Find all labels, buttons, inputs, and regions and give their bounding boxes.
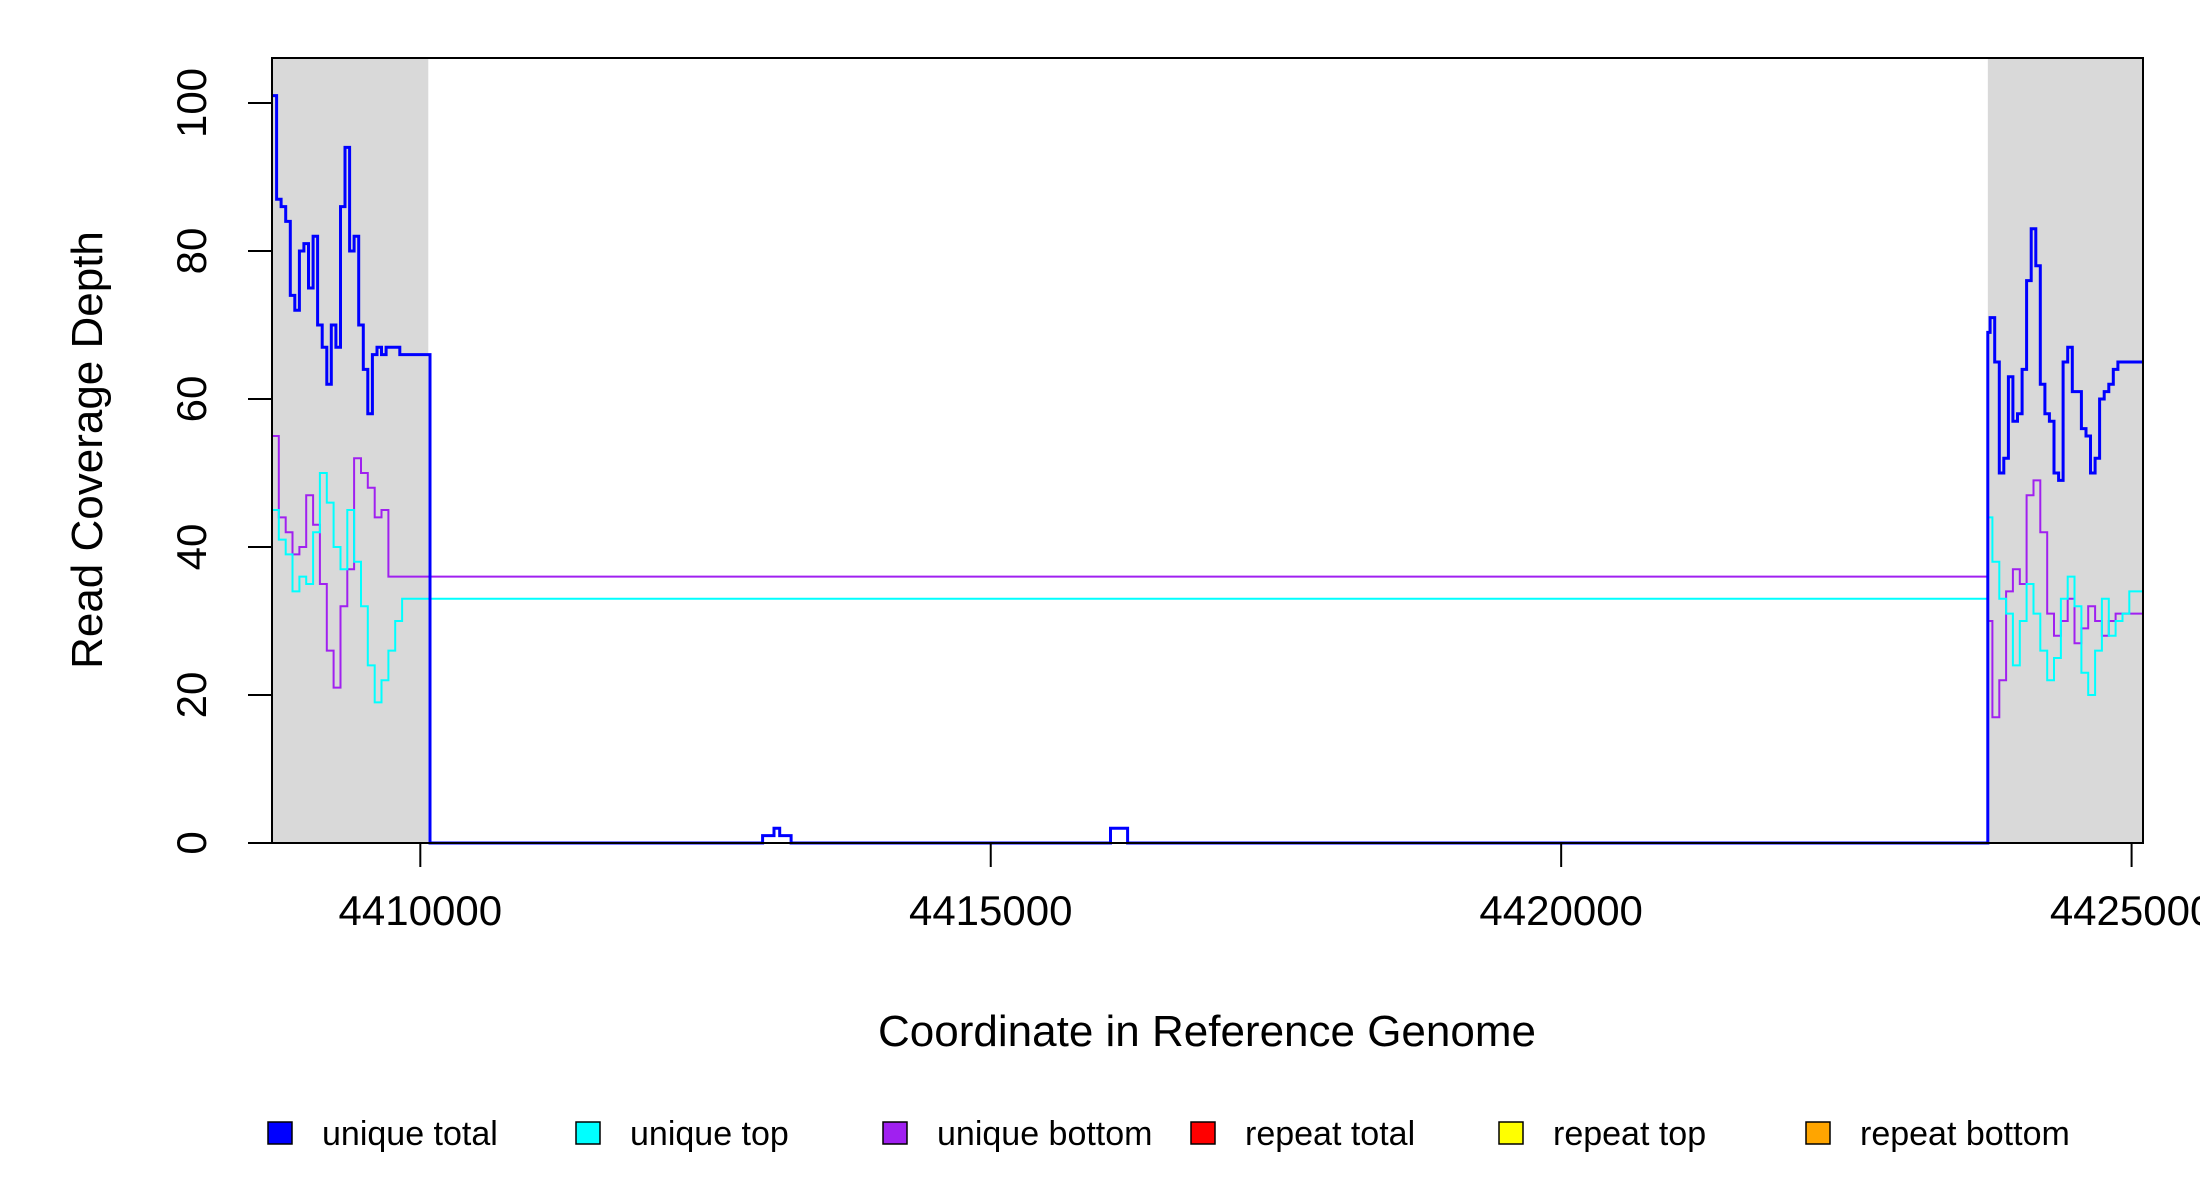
- y-tick-label: 0: [168, 831, 215, 854]
- legend-swatch: [267, 1121, 293, 1145]
- y-tick-label: 100: [168, 68, 215, 138]
- legend-label: repeat total: [1245, 1115, 1415, 1153]
- series-unique-total: [272, 94, 2143, 845]
- x-tick-label: 4410000: [339, 887, 503, 934]
- legend-swatch: [575, 1121, 601, 1145]
- legend-swatch: [882, 1121, 908, 1145]
- series-layer: [272, 94, 2144, 845]
- y-axis-title: Read Coverage Depth: [63, 231, 112, 669]
- x-axis-title: Coordinate in Reference Genome: [878, 1007, 1536, 1056]
- y-tick-label: 40: [168, 524, 215, 571]
- plot-frame: [271, 57, 2144, 844]
- series-unique-top: [272, 472, 2144, 704]
- y-tick-label: 60: [168, 376, 215, 423]
- y-axis: 0 20 40 60 80 100: [168, 68, 272, 855]
- legend-label: unique top: [630, 1115, 789, 1153]
- series-unique-bottom: [272, 435, 2143, 719]
- x-axis: 4410000 4415000 4420000 4425000: [339, 843, 2200, 934]
- legend-label: repeat bottom: [1860, 1115, 2070, 1153]
- legend-label: unique bottom: [937, 1115, 1153, 1153]
- shaded-region-2: [1987, 58, 2143, 843]
- shaded-regions: [272, 58, 2143, 843]
- x-tick-label: 4415000: [909, 887, 1073, 934]
- y-tick-label: 20: [168, 672, 215, 719]
- x-tick-label: 4420000: [1479, 887, 1643, 934]
- legend-swatch: [1498, 1121, 1524, 1145]
- legend: unique total unique top unique bottom repea…: [267, 1115, 2070, 1153]
- legend-label: unique total: [322, 1115, 498, 1153]
- legend-label: repeat top: [1553, 1115, 1706, 1153]
- legend-swatch: [1805, 1121, 1831, 1145]
- y-tick-label: 80: [168, 228, 215, 275]
- x-tick-label: 4425000: [2050, 887, 2200, 934]
- legend-swatch: [1190, 1121, 1216, 1145]
